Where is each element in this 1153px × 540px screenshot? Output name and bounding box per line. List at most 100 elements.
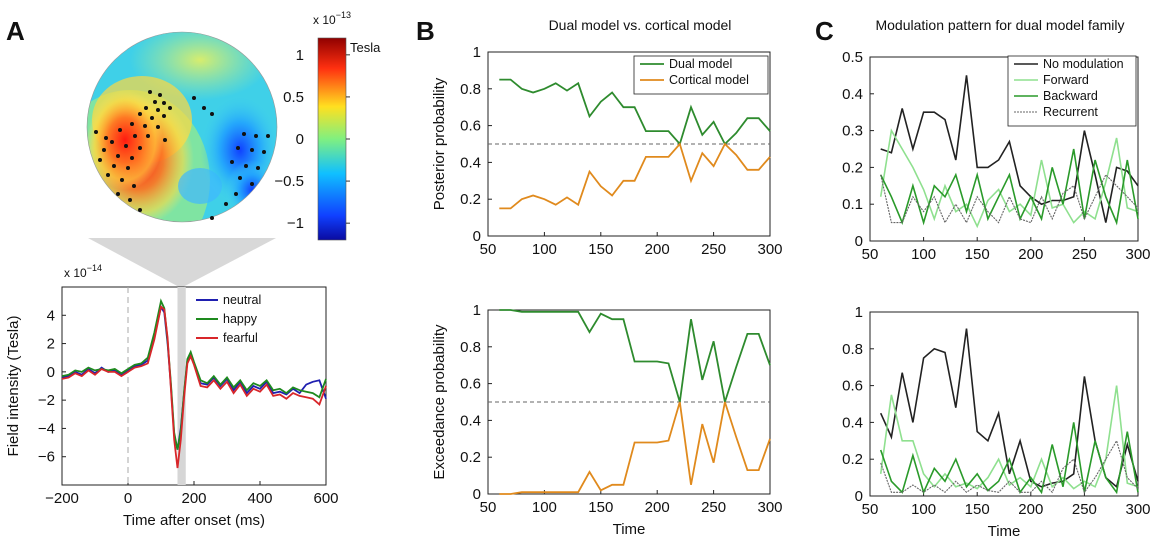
x-tick-label: 600: [313, 490, 338, 507]
sensor-dot: [130, 156, 134, 160]
colorbar-tick-label: −1: [287, 215, 304, 232]
colorbar-tick-label: 0.5: [283, 89, 304, 106]
sensor-dot: [236, 146, 240, 150]
legend-box: [1007, 55, 1137, 127]
series-line-cortical-model: [499, 142, 771, 210]
y-tick-label: 0.8: [460, 339, 481, 356]
sensor-dot: [192, 96, 196, 100]
series-line-dual-model: [499, 309, 771, 403]
series-line-backward: [879, 148, 1139, 226]
y-tick-label: 0.8: [842, 341, 863, 358]
sensor-dot: [254, 134, 258, 138]
x-tick-label: 100: [532, 499, 557, 516]
series-line-happy: [61, 298, 327, 450]
y-tick-label: 0.5: [842, 49, 863, 66]
legend-box: [633, 55, 769, 95]
x-tick-label: 50: [862, 246, 879, 263]
y-tick-label: 0.2: [842, 451, 863, 468]
x-tick-label: 300: [1125, 501, 1150, 518]
x-tick-label: 200: [645, 499, 670, 516]
legend-label: Recurrent: [1043, 105, 1098, 119]
legend-label: Dual model: [669, 57, 732, 71]
x-tick-label: 400: [247, 490, 272, 507]
y-tick-label: −2: [38, 392, 55, 409]
plot-frame: [61, 286, 327, 486]
legend-label: Forward: [1043, 73, 1089, 87]
x-axis-label: Time: [988, 523, 1021, 540]
sensor-dot: [250, 148, 254, 152]
sensor-dot: [132, 184, 136, 188]
y-tick-label: 0.3: [842, 123, 863, 140]
sensor-dot: [266, 134, 270, 138]
x-tick-label: 200: [181, 490, 206, 507]
exceedance-plot: 50 100 150 200 250 300 0 0.2 0.4 0.6 0.8 1 Time Excee…: [431, 302, 783, 538]
y-tick-label: 0.4: [842, 414, 863, 431]
sensor-dot: [163, 138, 167, 142]
title-c: Modulation pattern for dual model family: [875, 17, 1124, 33]
sensor-dot: [146, 134, 150, 138]
sensor-dot: [128, 198, 132, 202]
sensor-dot: [210, 216, 214, 220]
y-tick-label: 0.4: [460, 154, 481, 171]
y-tick-label: 0.6: [460, 118, 481, 135]
series-line-no-modulation: [880, 75, 1139, 223]
series-line-neutral: [61, 304, 327, 450]
y-tick-label: 2: [47, 336, 55, 353]
x-tick-label: 200: [645, 241, 670, 258]
sensor-dot: [150, 116, 154, 120]
sensor-dot: [168, 106, 172, 110]
y-tick-label: 0.2: [460, 191, 481, 208]
y-axis-label: Posterior probability: [431, 77, 448, 210]
sensor-dot: [202, 106, 206, 110]
sensor-dot: [224, 202, 228, 206]
sensor-dot: [126, 166, 130, 170]
y-tick-label: 0.2: [842, 159, 863, 176]
series-line-recurrent: [880, 439, 1139, 494]
x-tick-label: 200: [1018, 501, 1043, 518]
sensor-dot: [210, 112, 214, 116]
sensor-dot: [262, 150, 266, 154]
series-line-forward: [879, 385, 1139, 490]
x-tick-label: 100: [532, 241, 557, 258]
y-axis-label: Field intensity (Tesla): [5, 316, 22, 457]
legend-label: fearful: [223, 331, 258, 345]
colorbar-tick-label: −0.5: [274, 173, 304, 190]
colorbar-tick-label: 0: [296, 131, 304, 148]
x-tick-label: 50: [480, 241, 497, 258]
y-tick-label: 0: [855, 233, 863, 250]
x-axis-label: Time after onset (ms): [123, 512, 265, 529]
sensor-dot: [116, 154, 120, 158]
x-tick-label: 150: [588, 241, 613, 258]
sensor-dot: [104, 136, 108, 140]
sensor-dot: [124, 144, 128, 148]
x-tick-label: 150: [588, 499, 613, 516]
sensor-dot: [138, 112, 142, 116]
sensor-dot: [138, 146, 142, 150]
y-axis-label: Exceedance probability: [431, 324, 448, 480]
legend-label: No modulation: [1043, 57, 1124, 71]
series-line-forward: [879, 128, 1139, 229]
sensor-dot: [156, 125, 160, 129]
sensor-dot: [158, 93, 162, 97]
x-tick-label: 250: [701, 499, 726, 516]
legend-label: happy: [223, 312, 258, 326]
sensor-dot: [256, 166, 260, 170]
legend-label: Cortical model: [669, 73, 749, 87]
sensor-dot: [244, 164, 248, 168]
y-tick-label: 0.6: [842, 378, 863, 395]
legend-label: neutral: [223, 293, 261, 307]
sensor-dot: [238, 176, 242, 180]
zoom-connector: [88, 238, 276, 288]
y-tick-label: −6: [38, 449, 55, 466]
series-line-cortical-model: [499, 401, 771, 495]
y-tick-label: 4: [47, 307, 55, 324]
panel-letter-b: B: [416, 16, 435, 46]
sensor-dot: [133, 134, 137, 138]
sensor-dot: [120, 178, 124, 182]
sensor-dot: [162, 114, 166, 118]
topography-map: [86, 31, 278, 223]
y-tick-label: 0: [473, 486, 481, 503]
legend-label: Backward: [1043, 89, 1098, 103]
x-tick-label: 250: [701, 241, 726, 258]
sensor-dot: [138, 208, 142, 212]
